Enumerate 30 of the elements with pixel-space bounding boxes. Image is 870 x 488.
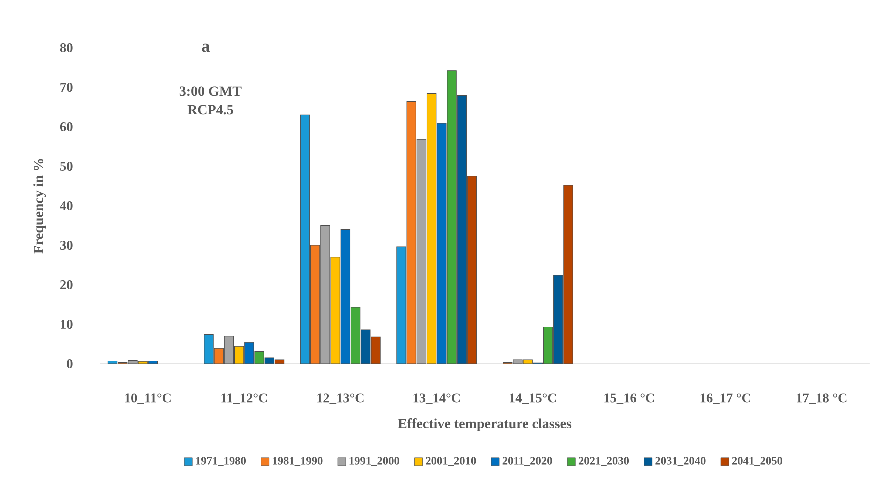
y-tick-label: 50: [60, 162, 73, 171]
legend-label: 2031_2040: [656, 457, 706, 466]
legend-label: 1971_1980: [196, 457, 246, 466]
x-tick-label: 10_11°C: [125, 394, 171, 404]
x-tick-label: 15_16 °C: [604, 394, 654, 404]
x-tick-label: 16_17 °C: [700, 394, 750, 404]
annotation: a: [202, 44, 210, 52]
x-tick-label: 11_12°C: [222, 394, 268, 404]
y-tick-label: 0: [67, 359, 73, 368]
y-tick-label: 10: [61, 320, 73, 329]
legend-label: 2011_2020: [502, 457, 552, 466]
y-tick-label: 20: [60, 280, 73, 290]
x-tick-label: 13_14°C: [414, 394, 460, 404]
y-tick-label: 70: [60, 82, 73, 92]
legend-label: 2001_2010: [426, 457, 476, 466]
x-tick-label: 12_13°C: [318, 394, 364, 404]
annotation: RCP4.5: [188, 105, 234, 115]
y-tick-label: 40: [60, 201, 73, 210]
x-tick-label: 17_18 °C: [797, 394, 847, 404]
legend-label: 2041_2050: [732, 457, 782, 466]
annotation: 3:00 GMT: [180, 86, 242, 96]
legend-label: 2021_2030: [578, 457, 630, 466]
x-tick-label: 14_15°C: [510, 394, 556, 404]
y-tick-label: 80: [60, 43, 73, 52]
y-axis-title: Frequency in %: [34, 159, 46, 254]
y-tick-label: 30: [60, 240, 73, 250]
legend-label: 1991_2000: [350, 457, 400, 466]
x-axis-title: Effective temperature classes: [398, 418, 572, 432]
y-tick-label: 60: [60, 122, 73, 132]
legend-label: 1981_1990: [273, 457, 323, 466]
